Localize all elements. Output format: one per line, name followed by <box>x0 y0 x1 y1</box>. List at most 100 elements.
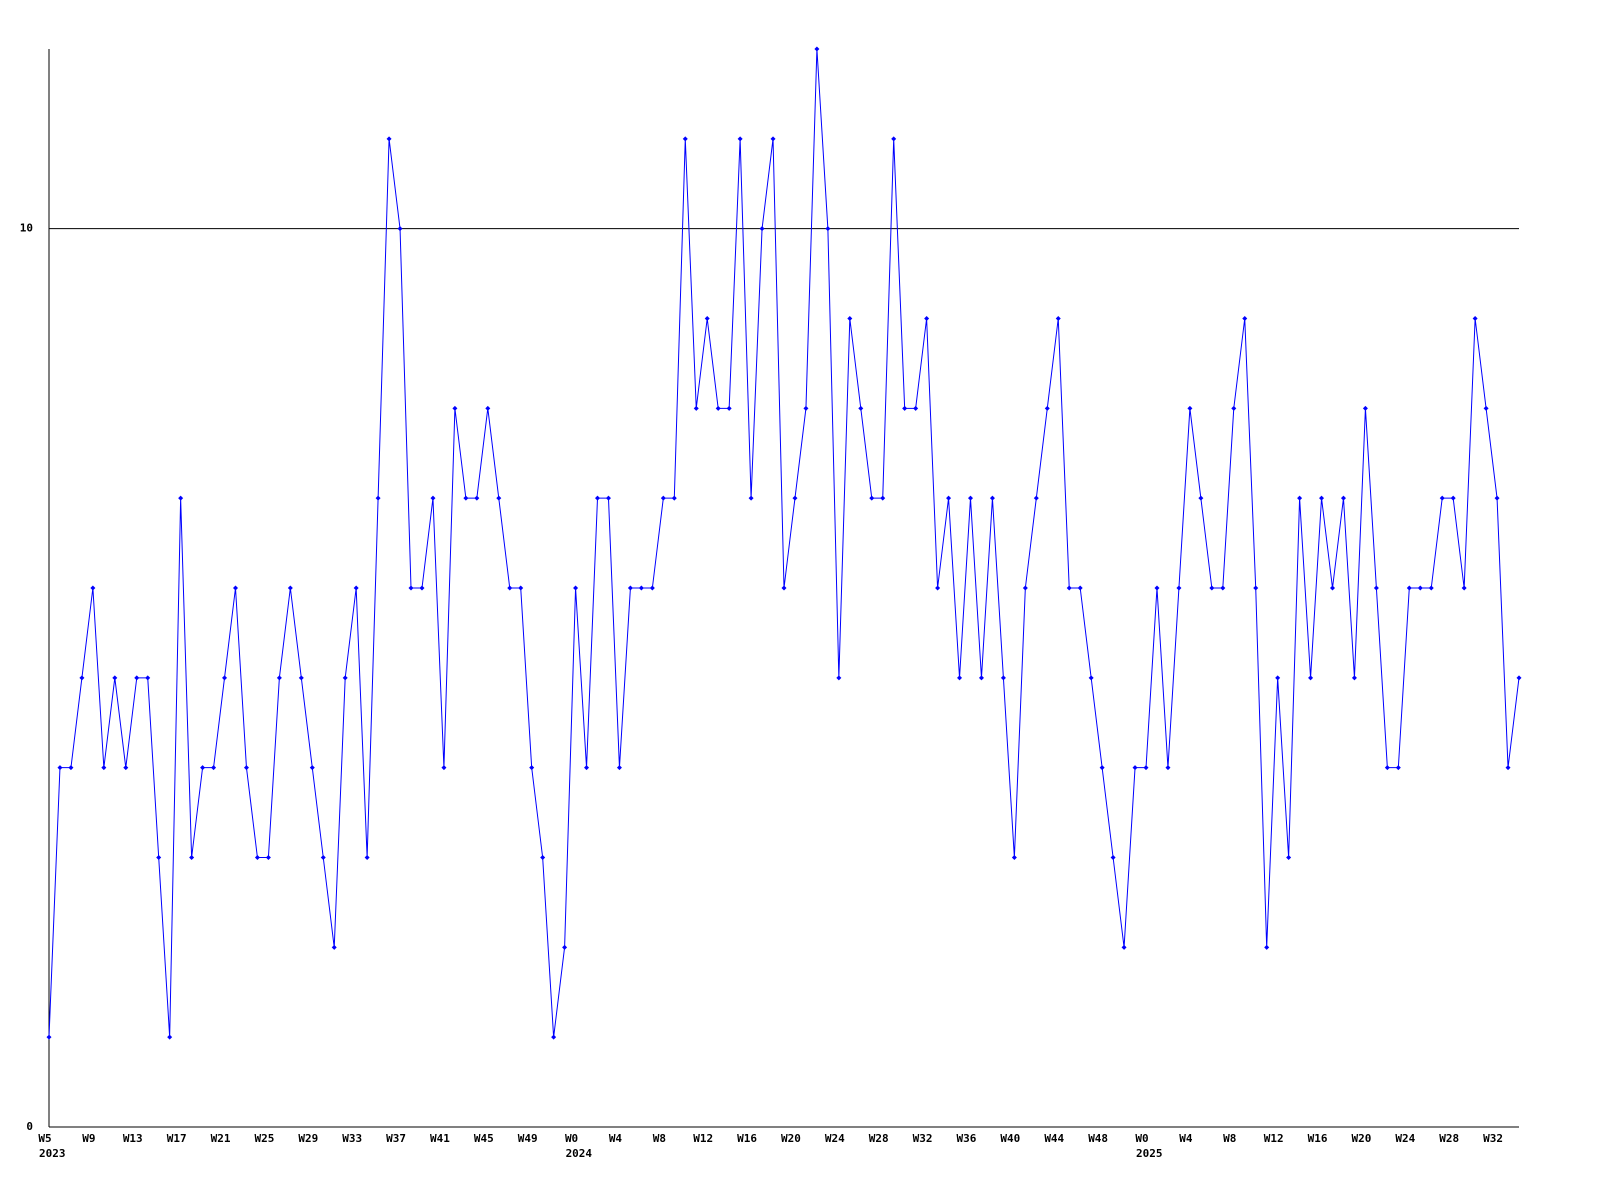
x-tick-label: W32 <box>913 1132 933 1145</box>
data-point <box>90 585 96 591</box>
data-point <box>1187 405 1193 411</box>
x-tick-label: W16 <box>737 1132 757 1145</box>
data-point <box>342 675 348 681</box>
data-point <box>1143 765 1149 771</box>
data-point <box>419 585 425 591</box>
x-tick-label: W24 <box>1395 1132 1415 1145</box>
data-point <box>474 495 480 501</box>
data-point <box>946 495 952 501</box>
data-point <box>529 765 535 771</box>
data-point <box>737 136 743 142</box>
data-point <box>1088 675 1094 681</box>
data-point <box>682 136 688 142</box>
data-point <box>1033 495 1039 501</box>
data-point <box>1351 675 1357 681</box>
data-point <box>573 585 579 591</box>
data-point <box>1209 585 1215 591</box>
x-tick-label: W45 <box>474 1132 494 1145</box>
data-point <box>792 495 798 501</box>
data-point <box>496 495 502 501</box>
data-point <box>1154 585 1160 591</box>
data-point <box>1395 765 1401 771</box>
data-point <box>814 46 820 52</box>
x-tick-label: W28 <box>1439 1132 1459 1145</box>
data-point <box>386 136 392 142</box>
data-point <box>211 765 217 771</box>
x-tick-label: W4 <box>1179 1132 1193 1145</box>
data-point <box>309 765 315 771</box>
x-tick-label: W36 <box>957 1132 977 1145</box>
data-point <box>616 765 622 771</box>
data-point <box>375 495 381 501</box>
x-tick-label: W4 <box>609 1132 623 1145</box>
data-point <box>507 585 513 591</box>
data-point <box>1011 855 1017 860</box>
data-point <box>68 765 74 771</box>
data-point <box>353 585 359 591</box>
data-point <box>1220 585 1226 591</box>
data-point <box>364 855 370 860</box>
data-point <box>748 495 754 501</box>
data-point <box>1000 675 1006 681</box>
data-point <box>1417 585 1423 591</box>
data-point <box>518 585 524 591</box>
data-point <box>1461 585 1467 591</box>
data-point <box>276 675 282 681</box>
data-point <box>189 855 195 860</box>
data-point <box>1297 495 1303 501</box>
x-group-label: 2023 <box>39 1147 66 1160</box>
x-tick-label: W21 <box>211 1132 231 1145</box>
data-point <box>1044 405 1050 411</box>
data-point <box>200 765 206 771</box>
data-point <box>1165 765 1171 771</box>
x-group-label: 2025 <box>1136 1147 1163 1160</box>
data-point <box>331 944 337 950</box>
data-point <box>1439 495 1445 501</box>
data-point <box>408 585 414 591</box>
data-point <box>1176 585 1182 591</box>
data-point <box>671 495 677 501</box>
data-point <box>254 855 260 860</box>
data-point <box>57 765 63 771</box>
x-tick-label: W29 <box>298 1132 318 1145</box>
data-point <box>232 585 238 591</box>
data-point <box>156 855 162 860</box>
x-tick-label: W40 <box>1000 1132 1020 1145</box>
data-point <box>1055 316 1061 321</box>
data-point <box>178 495 184 501</box>
data-point <box>836 675 842 681</box>
x-tick-label: W16 <box>1308 1132 1328 1145</box>
x-tick-label: W49 <box>518 1132 538 1145</box>
x-tick-label: W33 <box>342 1132 362 1145</box>
x-tick-label: W28 <box>869 1132 889 1145</box>
data-point <box>1330 585 1336 591</box>
x-group-label: 2024 <box>566 1147 593 1160</box>
data-point <box>649 585 655 591</box>
data-point <box>123 765 129 771</box>
x-tick-label: W8 <box>653 1132 666 1145</box>
data-point <box>891 136 897 142</box>
data-point <box>463 495 469 501</box>
data-point <box>1242 316 1248 321</box>
data-point <box>693 405 699 411</box>
x-tick-label: W13 <box>123 1132 143 1145</box>
x-tick-label: W12 <box>1264 1132 1284 1145</box>
data-point <box>397 226 403 232</box>
data-point <box>1198 495 1204 501</box>
data-point <box>1253 585 1259 591</box>
data-point <box>320 855 326 860</box>
data-point <box>1472 316 1478 321</box>
data-point <box>726 405 732 411</box>
data-point <box>1077 585 1083 591</box>
data-point <box>101 765 107 771</box>
x-tick-label: W0 <box>565 1132 578 1145</box>
data-point <box>145 675 151 681</box>
x-tick-label: W32 <box>1483 1132 1503 1145</box>
data-point <box>540 855 546 860</box>
data-point <box>1373 585 1379 591</box>
x-tick-label: W5 <box>38 1132 51 1145</box>
data-point <box>287 585 293 591</box>
data-point <box>1231 405 1237 411</box>
data-point <box>759 226 765 232</box>
x-tick-label: W8 <box>1223 1132 1236 1145</box>
